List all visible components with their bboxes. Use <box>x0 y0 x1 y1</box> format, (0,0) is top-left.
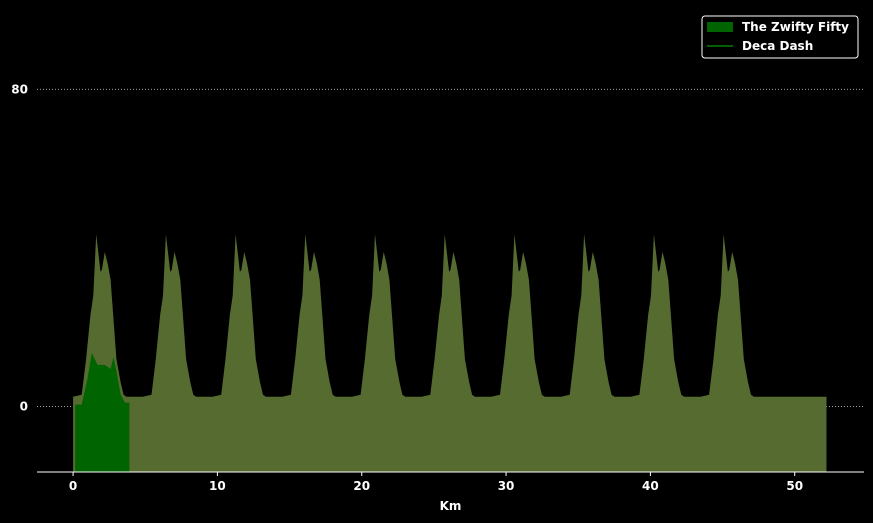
x-tick-label: 40 <box>642 479 659 493</box>
deca-dash-area <box>73 234 827 472</box>
x-tick-label: 20 <box>353 479 370 493</box>
y-tick-label: 0 <box>20 400 28 414</box>
zwifty-fifty-area <box>75 353 130 472</box>
legend-label-deca-dash: Deca Dash <box>742 39 813 53</box>
x-tick-label: 0 <box>69 479 77 493</box>
legend: The Zwifty Fifty Deca Dash <box>701 15 859 59</box>
x-axis-label: Km <box>440 499 462 513</box>
legend-label-zwifty-fifty: The Zwifty Fifty <box>742 20 849 34</box>
legend-box <box>701 15 859 59</box>
series-layer <box>73 234 827 472</box>
legend-swatch-zwifty-fifty <box>707 22 733 32</box>
y-tick-label: 80 <box>11 82 28 96</box>
axes: 0 80 0 10 20 30 40 50 <box>11 82 864 493</box>
x-tick-label: 30 <box>498 479 515 493</box>
x-tick-label: 10 <box>209 479 226 493</box>
x-tick-label: 50 <box>786 479 803 493</box>
